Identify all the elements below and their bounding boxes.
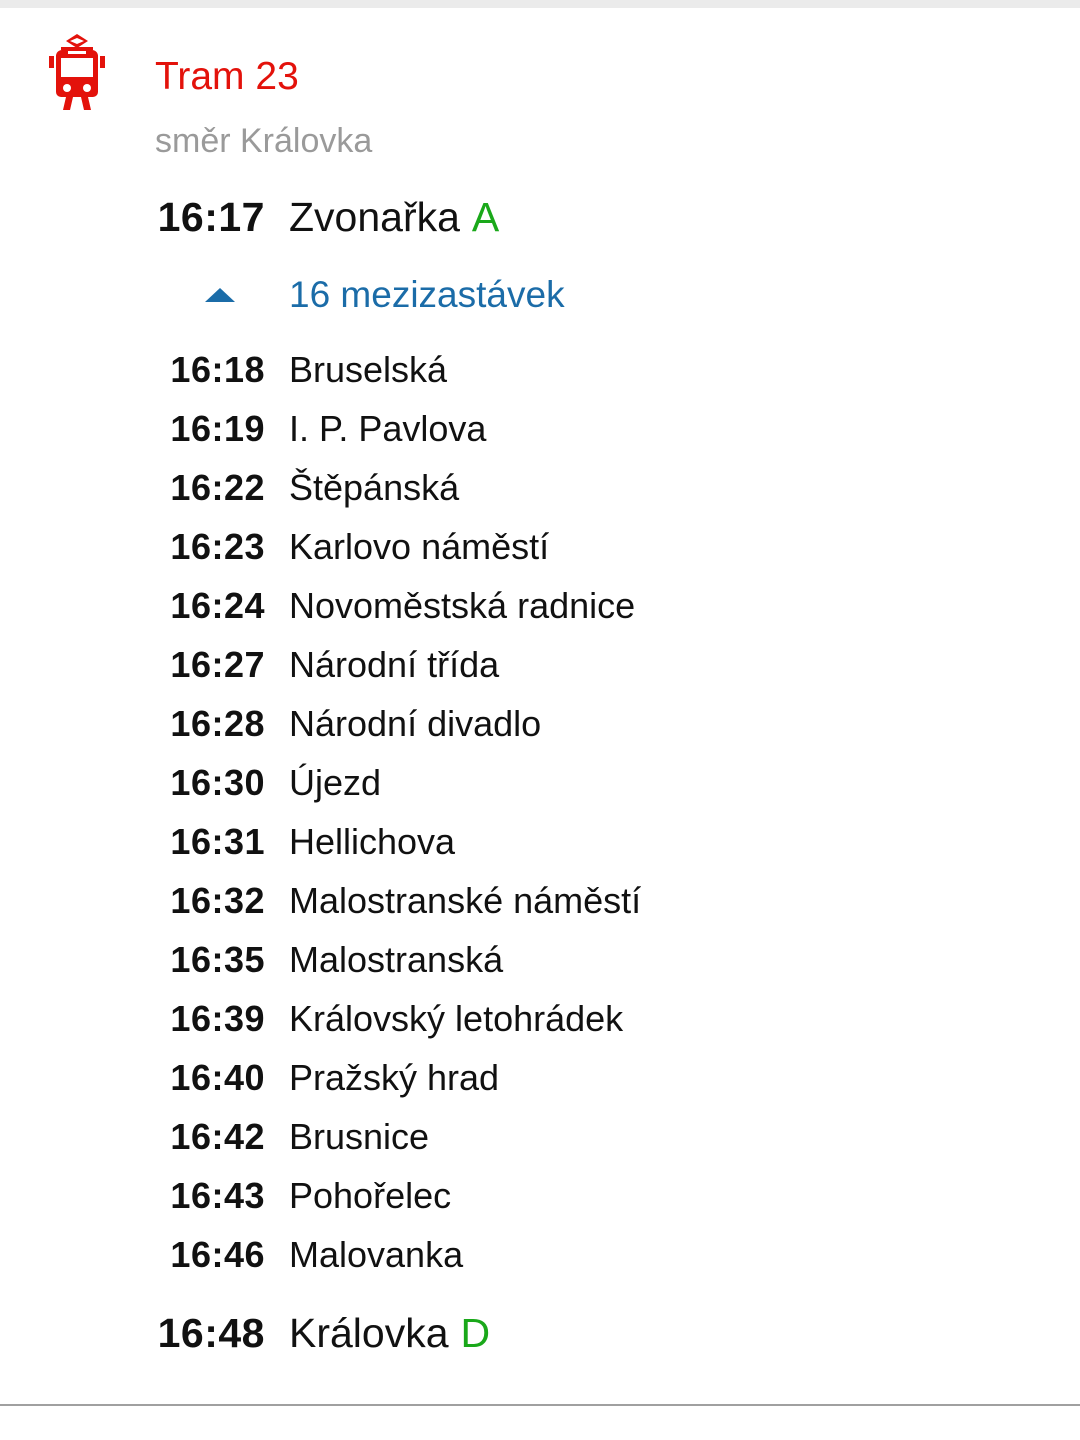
list-item: 16:22 Štěpánská xyxy=(0,463,459,513)
departure-platform: A xyxy=(471,193,500,240)
bottom-divider xyxy=(0,1404,1080,1406)
stop-time: 16:24 xyxy=(170,585,265,626)
top-divider xyxy=(0,0,1080,8)
list-item: 16:31 Hellichova xyxy=(0,817,455,867)
stop-name: Brusnice xyxy=(289,1116,430,1157)
stop-time: 16:40 xyxy=(170,1057,265,1098)
departure-row: 16:17 Zvonařka A xyxy=(0,192,500,242)
stop-name: Malovanka xyxy=(289,1234,464,1275)
list-item: 16:40 Pražský hrad xyxy=(0,1053,499,1103)
intermediate-stops-toggle[interactable]: 16 mezizastávek xyxy=(205,270,565,320)
arrival-row: 16:48 Královka D xyxy=(0,1308,491,1358)
list-item: 16:39 Královský letohrádek xyxy=(0,994,623,1044)
intermediate-stops-label: 16 mezizastávek xyxy=(289,274,565,315)
list-item: 16:30 Újezd xyxy=(0,758,381,808)
stop-name: Národní třída xyxy=(289,644,500,685)
stop-time: 16:32 xyxy=(170,880,265,921)
chevron-up-icon xyxy=(205,288,235,302)
stop-time: 16:30 xyxy=(170,762,265,803)
stop-time: 16:28 xyxy=(170,703,265,744)
departure-stop: Zvonařka xyxy=(289,193,460,240)
list-item: 16:19 I. P. Pavlova xyxy=(0,404,486,454)
arrival-time: 16:48 xyxy=(157,1309,265,1356)
list-item: 16:23 Karlovo náměstí xyxy=(0,522,549,572)
stop-time: 16:46 xyxy=(170,1234,265,1275)
stop-time: 16:27 xyxy=(170,644,265,685)
stop-time: 16:19 xyxy=(170,408,265,449)
stop-name: Národní divadlo xyxy=(289,703,542,744)
stop-name: Štěpánská xyxy=(289,467,460,508)
stop-time: 16:43 xyxy=(170,1175,265,1216)
stop-time: 16:18 xyxy=(170,349,265,390)
list-item: 16:35 Malostranská xyxy=(0,935,503,985)
stop-name: Bruselská xyxy=(289,349,448,390)
stop-name: Malostranská xyxy=(289,939,504,980)
list-item: 16:32 Malostranské náměstí xyxy=(0,876,641,926)
stop-name: Královský letohrádek xyxy=(289,998,624,1039)
list-item: 16:28 Národní divadlo xyxy=(0,699,541,749)
direction-label: směr Královka xyxy=(155,122,373,160)
stop-time: 16:23 xyxy=(170,526,265,567)
list-item: 16:27 Národní třída xyxy=(0,640,499,690)
stop-name: Pražský hrad xyxy=(289,1057,500,1098)
list-item: 16:24 Novoměstská radnice xyxy=(0,581,635,631)
stop-time: 16:39 xyxy=(170,998,265,1039)
stop-time: 16:31 xyxy=(170,821,265,862)
stop-name: I. P. Pavlova xyxy=(289,408,487,449)
stop-name: Pohořelec xyxy=(289,1175,452,1216)
stop-name: Malostranské náměstí xyxy=(289,880,642,921)
line-title: Tram 23 xyxy=(155,55,299,98)
arrival-platform: D xyxy=(460,1309,491,1356)
list-item: 16:42 Brusnice xyxy=(0,1112,429,1162)
stop-time: 16:22 xyxy=(170,467,265,508)
stop-time: 16:35 xyxy=(170,939,265,980)
stop-name: Újezd xyxy=(289,762,382,803)
list-item: 16:46 Malovanka xyxy=(0,1230,463,1280)
stop-name: Karlovo náměstí xyxy=(289,526,550,567)
list-item: 16:43 Pohořelec xyxy=(0,1171,451,1221)
stop-name: Hellichova xyxy=(289,821,456,862)
tram-icon xyxy=(49,34,105,110)
stop-name: Novoměstská radnice xyxy=(289,585,636,626)
list-item: 16:18 Bruselská xyxy=(0,345,447,395)
departure-time: 16:17 xyxy=(157,193,265,240)
stop-time: 16:42 xyxy=(170,1116,265,1157)
arrival-stop: Královka xyxy=(289,1309,449,1356)
